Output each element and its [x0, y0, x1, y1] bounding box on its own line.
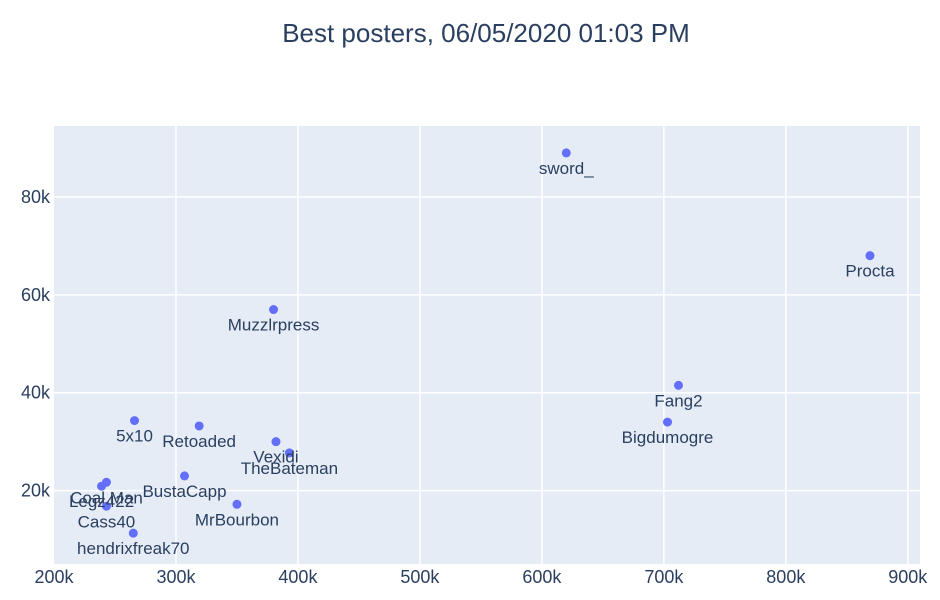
data-point-label: 5x10: [116, 427, 153, 446]
x-tick-label: 800k: [766, 567, 806, 587]
data-point-label: MrBourbon: [195, 510, 279, 529]
data-point-label: Retoaded: [162, 432, 236, 451]
data-point-label: BustaCapp: [142, 482, 226, 501]
data-point[interactable]: [232, 499, 242, 509]
x-tick-label: 600k: [522, 567, 562, 587]
grid-lines: [54, 126, 920, 564]
chart-title: Best posters, 06/05/2020 01:03 PM: [282, 18, 690, 48]
data-point[interactable]: [271, 437, 281, 447]
y-tick-label: 60k: [21, 285, 51, 305]
data-point-label: Cass40: [78, 512, 136, 531]
data-point-label: Fang2: [654, 391, 702, 410]
data-point-label: Coal Man: [70, 488, 143, 507]
y-tick-label: 80k: [21, 187, 51, 207]
data-point[interactable]: [663, 417, 673, 427]
x-tick-label: 900k: [888, 567, 928, 587]
data-points: [97, 148, 875, 538]
data-point[interactable]: [180, 471, 190, 481]
data-point-label: TheBateman: [241, 459, 338, 478]
data-point-label: Bigdumogre: [622, 428, 714, 447]
data-point-label: hendrixfreak70: [77, 539, 189, 558]
x-tick-label: 200k: [34, 567, 74, 587]
x-tick-label: 400k: [278, 567, 318, 587]
y-tick-label: 20k: [21, 481, 51, 501]
data-point-label: Vexidi: [253, 448, 298, 467]
data-point[interactable]: [284, 448, 294, 458]
data-point-label: Procta: [845, 262, 895, 281]
data-point[interactable]: [130, 416, 140, 426]
data-point[interactable]: [194, 421, 204, 431]
data-point[interactable]: [101, 501, 111, 511]
data-point[interactable]: [128, 528, 138, 538]
data-point[interactable]: [673, 380, 683, 390]
y-axis-ticks: 20k 40k 60k 80k: [21, 187, 51, 501]
x-axis-ticks: 200k 300k 400k 500k 600k 700k 800k 900k: [34, 567, 928, 587]
data-point-label: Muzzlrpress: [228, 316, 320, 335]
y-tick-label: 40k: [21, 383, 51, 403]
x-tick-label: 300k: [156, 567, 196, 587]
data-point-label: Legz422: [69, 492, 134, 511]
data-point[interactable]: [97, 481, 107, 491]
data-point[interactable]: [561, 148, 571, 158]
data-point[interactable]: [865, 251, 875, 261]
x-tick-label: 700k: [644, 567, 684, 587]
data-point-labels: sword_ Procta Muzzlrpress Fang2 Bigdumogre 5x…: [69, 159, 895, 558]
data-point-label: sword_: [539, 159, 594, 178]
x-tick-label: 500k: [400, 567, 440, 587]
data-point[interactable]: [269, 305, 279, 315]
